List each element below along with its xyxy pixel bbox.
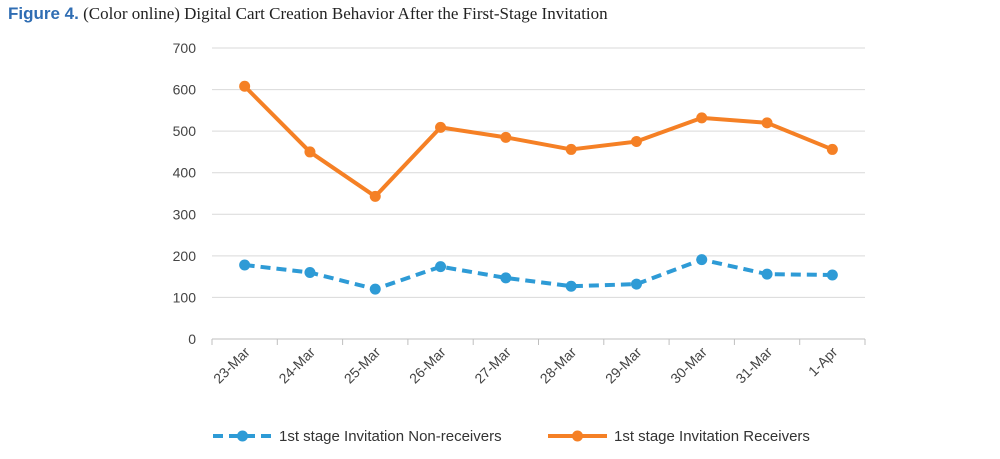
data-point bbox=[696, 254, 708, 266]
data-point bbox=[761, 117, 773, 129]
data-point bbox=[239, 80, 251, 92]
x-tick-label: 29-Mar bbox=[602, 344, 645, 387]
x-axis: 23-Mar 24-Mar 25-Mar 26-Mar 27-Mar 28-Mar 29-M… bbox=[210, 338, 866, 387]
data-point bbox=[565, 143, 577, 155]
data-point bbox=[304, 146, 316, 158]
x-tick-label: 24-Mar bbox=[275, 344, 318, 387]
y-tick-label: 300 bbox=[173, 206, 197, 222]
data-point bbox=[304, 266, 316, 278]
legend-swatch-marker bbox=[237, 430, 248, 442]
figure-caption-text: (Color online) Digital Cart Creation Beh… bbox=[83, 4, 608, 23]
data-point bbox=[761, 268, 773, 280]
gridlines bbox=[212, 47, 865, 298]
data-point bbox=[239, 259, 251, 271]
x-tick-label: 25-Mar bbox=[341, 344, 384, 387]
figure-caption: Figure 4. (Color online) Digital Cart Cr… bbox=[8, 4, 988, 24]
figure-label: Figure 4. bbox=[8, 4, 79, 23]
x-tick-label: 26-Mar bbox=[406, 344, 449, 387]
data-point bbox=[369, 190, 381, 202]
x-tick-label: 30-Mar bbox=[667, 344, 710, 387]
x-tick-label: 28-Mar bbox=[537, 344, 580, 387]
data-point bbox=[435, 261, 447, 273]
data-point bbox=[500, 131, 512, 143]
y-tick-label: 500 bbox=[173, 123, 197, 139]
x-tick-label: 1-Apr bbox=[805, 344, 841, 380]
series-lines bbox=[239, 80, 838, 295]
series-line bbox=[243, 84, 834, 199]
legend-label: 1st stage Invitation Non-receivers bbox=[279, 428, 502, 445]
legend-swatch-marker bbox=[572, 430, 583, 442]
data-point bbox=[435, 121, 447, 133]
data-point bbox=[565, 280, 577, 292]
data-point bbox=[826, 143, 838, 155]
data-point bbox=[696, 112, 708, 124]
y-tick-label: 400 bbox=[173, 165, 197, 181]
y-tick-label: 100 bbox=[173, 289, 197, 305]
y-tick-label: 0 bbox=[188, 331, 196, 347]
x-tick-label: 23-Mar bbox=[210, 344, 253, 387]
data-point bbox=[369, 283, 381, 295]
series-receivers bbox=[239, 80, 838, 202]
x-tick-label: 27-Mar bbox=[471, 344, 514, 387]
legend-label: 1st stage Invitation Receivers bbox=[614, 428, 810, 445]
x-tick-label: 31-Mar bbox=[732, 344, 775, 387]
data-point bbox=[630, 278, 642, 290]
series-line bbox=[244, 257, 833, 292]
legend: 1st stage Invitation Non-receivers 1st st… bbox=[213, 428, 810, 445]
y-tick-label: 700 bbox=[173, 40, 197, 56]
series-non-receivers bbox=[239, 254, 838, 295]
y-tick-label: 600 bbox=[173, 82, 197, 98]
data-point bbox=[826, 269, 838, 281]
data-point bbox=[500, 272, 512, 284]
y-axis-ticks: 0 100 200 300 400 500 600 700 bbox=[173, 40, 197, 347]
y-tick-label: 200 bbox=[173, 248, 197, 264]
data-point bbox=[630, 136, 642, 148]
